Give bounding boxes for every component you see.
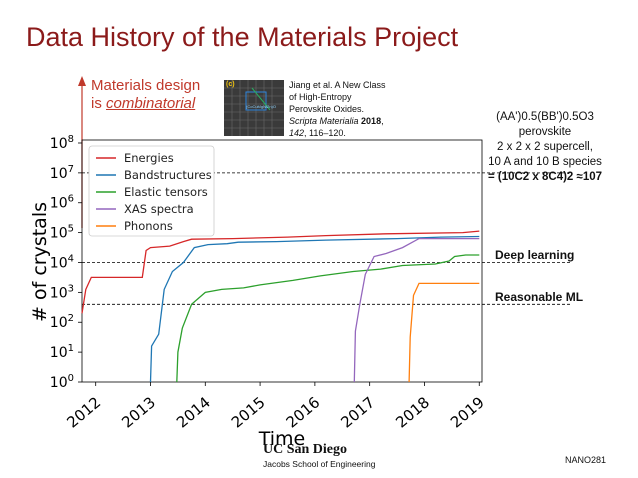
image-caption: (CoCuMgNiZn)O bbox=[246, 104, 277, 109]
legend: Energies Bandstructures Elastic tensors XAS… bbox=[88, 145, 215, 237]
y-tick-label: 106 bbox=[50, 194, 74, 212]
course-code: NANO281 bbox=[565, 455, 607, 465]
ref-line2: of High-Entropy bbox=[289, 92, 352, 102]
y-tick-label: 103 bbox=[50, 283, 74, 301]
legend-label: Phonons bbox=[124, 219, 173, 233]
ucsd-logo: UC San Diego bbox=[263, 442, 348, 457]
y-tick-label: 108 bbox=[50, 134, 74, 152]
y-axis-label: # of crystals bbox=[29, 202, 51, 322]
perov-count: = (10C2 x 8C4)2 ≈107 bbox=[487, 171, 603, 183]
x-tick-label: 2018 bbox=[392, 393, 433, 431]
ref-line5: 142, 116–120. bbox=[289, 127, 386, 139]
legend-label: Energies bbox=[124, 151, 174, 165]
x-tick-label: 2016 bbox=[283, 393, 324, 431]
slide-title: Data History of the Materials Project bbox=[26, 22, 459, 52]
y-tick-label: 102 bbox=[50, 313, 74, 331]
y-tick-label: 107 bbox=[50, 164, 74, 182]
plot-frame bbox=[81, 139, 483, 383]
y-axis-ticks: 100 101 102 103 104 105 106 107 108 bbox=[50, 134, 82, 391]
x-tick-label: 2019 bbox=[447, 393, 488, 431]
y-tick-label: 100 bbox=[50, 373, 74, 391]
legend-label: XAS spectra bbox=[124, 202, 194, 216]
x-axis-label: Time bbox=[258, 428, 306, 450]
x-tick-label: 2014 bbox=[173, 393, 214, 431]
series-line-phonons bbox=[408, 282, 480, 383]
x-tick-label: 2015 bbox=[228, 393, 269, 431]
ref-line1: Jiang et al. A New Class bbox=[289, 80, 386, 90]
materials-design-note: Materials design is combinatorial bbox=[91, 77, 200, 113]
plot-area: 100 101 102 103 104 105 106 107 108 2012 2013 2014… bbox=[29, 134, 570, 450]
x-tick-label: 2013 bbox=[118, 393, 159, 431]
series-line-elastic-tensors bbox=[176, 254, 480, 383]
ref-pages: , 116–120. bbox=[304, 128, 346, 138]
perovskite-structure-image: (c) (CoCuMgNiZn)O bbox=[224, 80, 284, 136]
ref-year: 2018 bbox=[361, 116, 382, 126]
ref-line3: Perovskite Oxides. bbox=[289, 104, 365, 114]
y-tick-label: 101 bbox=[50, 343, 74, 361]
series-lines bbox=[81, 230, 480, 383]
reasonable-ml-label: Reasonable ML bbox=[495, 290, 584, 304]
x-tick-label: 2012 bbox=[63, 393, 104, 431]
legend-label: Elastic tensors bbox=[124, 185, 208, 199]
series-line-energies bbox=[81, 230, 480, 314]
materials-design-line1: Materials design bbox=[91, 77, 201, 94]
series-line-xas-spectra bbox=[353, 237, 480, 383]
combinatorial-word: combinatorial bbox=[106, 95, 196, 112]
legend-box bbox=[88, 145, 215, 237]
y-tick-label: 104 bbox=[50, 253, 74, 271]
ref-journal: Scripta Materialia bbox=[289, 116, 359, 126]
ref-line4: Scripta Materialia 2018, bbox=[289, 116, 384, 126]
materials-design-line2: is combinatorial bbox=[91, 95, 200, 113]
reference-citation: Jiang et al. A New Class of High-Entropy… bbox=[289, 79, 386, 139]
series-line-bandstructures bbox=[149, 235, 480, 383]
ref-volume: 142 bbox=[289, 128, 305, 138]
perov-line4: 10 A and 10 B species bbox=[488, 156, 602, 168]
y-tick-label: 105 bbox=[50, 224, 74, 242]
deep-learning-label: Deep learning bbox=[495, 248, 575, 262]
jacobs-school-text: Jacobs School of Engineering bbox=[263, 459, 376, 469]
perovskite-note: (AA')0.5(BB')0.5O3 perovskite 2 x 2 x 2 … bbox=[470, 110, 620, 185]
structure-image-graphic bbox=[224, 80, 284, 136]
materials-design-prefix: is bbox=[91, 95, 106, 112]
image-panel-tag: (c) bbox=[226, 81, 235, 88]
x-tick-label: 2017 bbox=[337, 393, 378, 431]
perov-line3: 2 x 2 x 2 supercell, bbox=[497, 141, 593, 153]
combinatorial-arrow-head bbox=[78, 76, 86, 86]
x-axis-ticks: 2012 2013 2014 2015 2016 2017 2018 2019 bbox=[63, 382, 488, 432]
perov-line2: perovskite bbox=[518, 126, 572, 138]
perov-formula: (AA')0.5(BB')0.5O3 bbox=[496, 111, 594, 123]
legend-label: Bandstructures bbox=[124, 168, 212, 182]
